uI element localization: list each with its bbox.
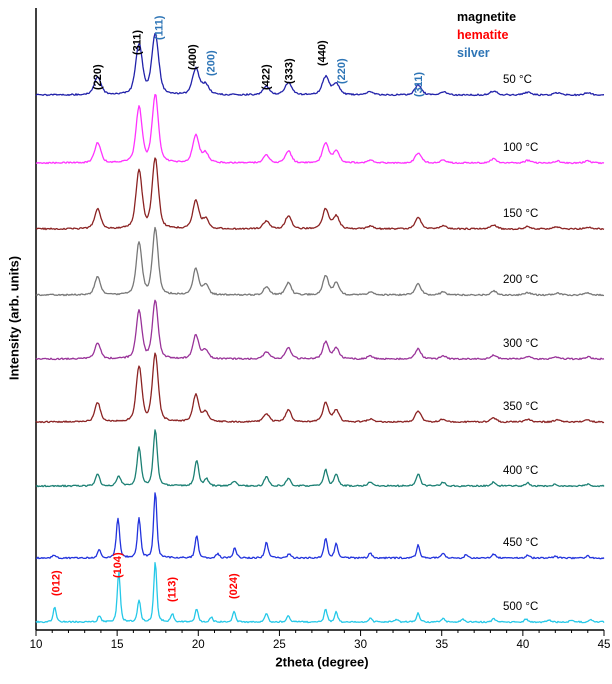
peak-label-magnetite: (422) (261, 64, 273, 90)
peak-label-magnetite: (440) (317, 40, 329, 66)
peak-label-magnetite: (333) (283, 58, 295, 84)
temperature-label: 400 °C (503, 465, 538, 477)
temperature-label: 500 °C (503, 601, 538, 613)
x-tick-label: 35 (435, 639, 448, 651)
xrd-curve-4 (35, 299, 605, 361)
peak-label-hematite: (012) (50, 570, 62, 596)
xrd-curve-1 (35, 93, 605, 165)
x-tick-label: 40 (516, 639, 529, 651)
x-tick-label: 45 (598, 639, 611, 651)
peak-label-silver: (311) (413, 72, 425, 97)
phase-legend: magnetite hematite silver (457, 8, 516, 62)
temperature-label: 200 °C (503, 274, 538, 286)
temperature-label: 100 °C (503, 142, 538, 154)
peak-label-silver: (111) (154, 15, 166, 40)
peak-label-hematite: (113) (167, 577, 179, 602)
legend-item-silver: silver (457, 46, 490, 60)
peak-label-magnetite: (400) (187, 44, 199, 70)
peak-label-magnetite: (311) (132, 30, 144, 55)
xrd-curve-7 (35, 492, 605, 560)
temperature-label: 50 °C (503, 74, 532, 86)
x-tick-label: 15 (111, 639, 124, 651)
xrd-curve-8 (35, 562, 605, 624)
temperature-label: 150 °C (503, 208, 538, 220)
x-tick-label: 30 (354, 639, 367, 651)
xrd-curve-2 (35, 157, 605, 231)
x-tick-label: 10 (30, 639, 43, 651)
xrd-curve-6 (35, 429, 605, 488)
legend-item-magnetite: magnetite (457, 10, 517, 24)
xrd-curve-3 (35, 226, 605, 297)
y-axis-title: Intensity (arb. units) (6, 255, 22, 381)
xrd-curve-0 (35, 32, 605, 97)
peak-label-hematite: (024) (228, 573, 240, 599)
peak-label-silver: (220) (336, 58, 348, 84)
peak-label-hematite: (104) (112, 552, 124, 578)
legend-item-hematite: hematite (457, 28, 509, 42)
x-tick-label: 20 (192, 639, 205, 651)
peak-label-silver: (200) (205, 50, 217, 76)
x-tick-label: 25 (273, 639, 286, 651)
temperature-label: 450 °C (503, 537, 538, 549)
x-axis-title: 2theta (degree) (275, 654, 369, 670)
temperature-label: 350 °C (503, 401, 538, 413)
temperature-label: 300 °C (503, 338, 538, 350)
xrd-curve-5 (35, 352, 605, 424)
peak-label-magnetite: (220) (92, 64, 104, 90)
